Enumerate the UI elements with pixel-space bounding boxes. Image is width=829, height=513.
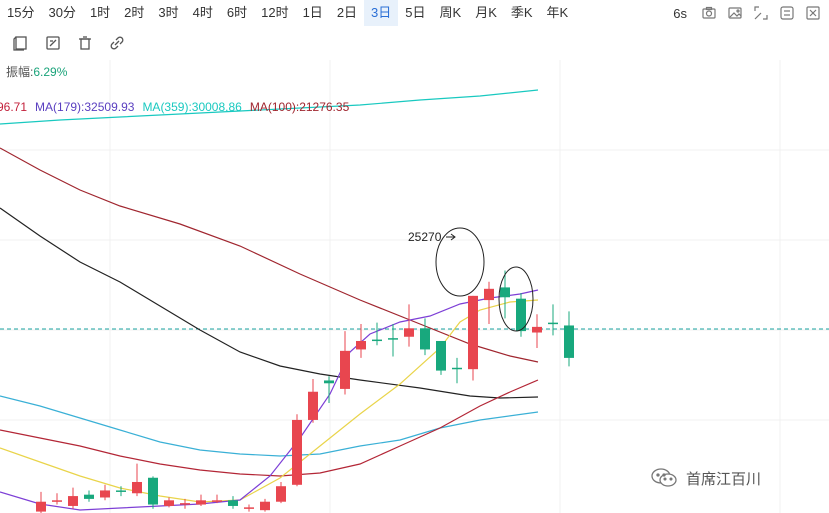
copy-icon[interactable] [12,34,30,52]
watermark-text: 首席江百川 [686,470,762,488]
candle-body [100,490,110,498]
arrow-right-icon [446,233,456,241]
settings-icon[interactable] [779,5,795,21]
candle-body [84,494,94,499]
candle-body [244,507,254,509]
ma-legend-item: MA(100):21276.35 [249,100,350,114]
candle-body [484,288,494,301]
ma-black-line [0,207,539,399]
interval-label[interactable]: 6s [673,5,687,21]
camera-icon[interactable] [701,5,717,21]
candle-body [340,350,350,389]
candle-body [196,500,206,505]
timeframe-toolbar: 15分 30分 1时 2时 3时 4时 6时 12时 1日 2日 3日 5日 周K 月K 季K 年K [0,0,829,26]
timeframe-tab[interactable]: 季K [510,5,533,20]
ma-legend: 96.71 MA(179):32509.93 MA(359):30008.86 MA(… [0,100,357,114]
candle-body [52,500,62,502]
timeframe-tab[interactable]: 6时 [226,5,248,20]
timeframe-tab[interactable]: 5日 [405,5,426,20]
candle-body [356,340,366,350]
candle-body [116,490,126,492]
ma-teal-low-line [0,395,539,457]
candle-body [260,501,270,511]
timeframe-tab[interactable]: 2日 [336,5,358,20]
timeframe-tab[interactable]: 15分 [7,5,35,20]
candle-body [548,322,558,325]
timeframe-tab[interactable]: 1日 [302,5,323,20]
ma-legend-item: MA(179):32509.93 [35,100,135,114]
amplitude-readout: 振幅:6.29% [6,63,67,80]
chart-grid [0,60,829,513]
candle-body [516,298,526,332]
price-annotation-label: 25270 [408,230,442,244]
candle-body [532,326,542,333]
ma359-line [0,89,539,125]
timeframe-tab[interactable]: 3时 [158,5,179,20]
candle-body [180,503,190,505]
ma-purple-line [0,289,539,511]
image-icon[interactable] [727,5,743,21]
candle-body [420,328,430,350]
timeframe-tab[interactable]: 3日 [364,0,399,26]
timeframe-tab[interactable]: 2时 [124,5,145,20]
candle-body [564,325,574,358]
watermark: 首席江百川 [650,467,761,489]
timeframe-tab[interactable]: 月K [475,5,497,20]
candle-body [308,391,318,420]
trash-icon[interactable] [76,34,94,52]
timeframe-tab[interactable]: 年K [546,5,569,20]
candle-body [436,340,446,371]
timeframe-tab[interactable]: 周K [439,5,462,20]
candle-body [36,501,46,512]
candle-body [276,486,286,502]
candle-body [388,338,398,340]
fullscreen-icon[interactable] [753,5,769,21]
ma-legend-item: MA(359):30008.86 [142,100,242,114]
candle-body [404,328,414,337]
candle-body [324,380,334,384]
candle-body [228,500,238,506]
candle-body [68,496,78,506]
amplitude-value: 6.29% [33,65,68,79]
candle-body [132,481,142,494]
edit-icon[interactable] [44,34,62,52]
highlight-circle-left [435,227,485,297]
wechat-icon [651,468,677,487]
drawing-tools [12,34,126,52]
candle-body [500,287,510,298]
timeframe-tab[interactable]: 30分 [48,5,76,20]
candle-body [148,477,158,505]
amplitude-label: 振幅: [6,65,34,79]
timeframe-tab[interactable]: 1时 [89,5,111,20]
link-icon[interactable] [108,34,126,52]
candles-group [36,270,574,513]
candle-body [452,367,462,370]
candle-body [212,500,222,502]
highlight-circle-right [498,266,534,332]
toolbar-right: 6s [673,0,821,26]
candle-body [164,500,174,506]
candle-body [372,339,382,342]
close-icon[interactable] [805,5,821,21]
candle-body [292,419,302,485]
timeframe-tab[interactable]: 4时 [192,5,213,20]
ma-red-low-line [0,379,539,477]
ma-legend-item: 96.71 [0,100,28,114]
candle-body [468,295,478,370]
timeframe-tab[interactable]: 12时 [261,5,289,20]
